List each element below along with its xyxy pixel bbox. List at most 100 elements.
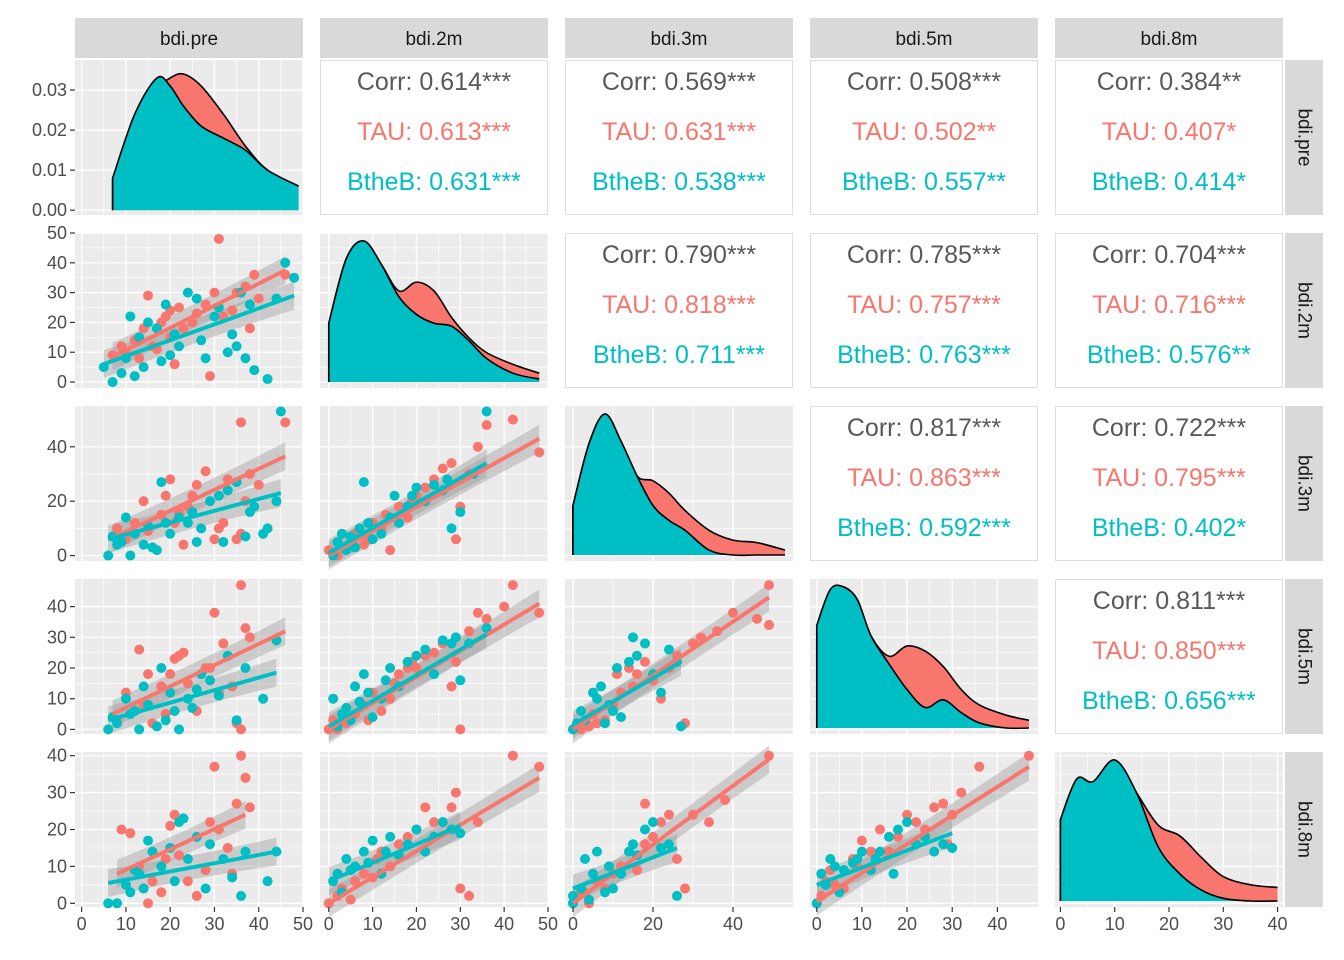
point-TAU xyxy=(437,463,448,474)
point-TAU xyxy=(385,545,396,556)
y-tick-label: 20 xyxy=(47,820,67,840)
point-TAU xyxy=(249,269,260,280)
point-BtheB xyxy=(584,894,594,905)
point-BtheB xyxy=(604,861,614,872)
point-BtheB xyxy=(120,693,131,704)
x-tick-label: 20 xyxy=(643,914,663,934)
point-BtheB xyxy=(182,287,193,298)
point-BtheB xyxy=(222,485,233,496)
point-TAU xyxy=(240,623,251,634)
point-TAU xyxy=(253,479,264,490)
point-BtheB xyxy=(358,477,369,488)
point-TAU xyxy=(236,580,247,591)
point-BtheB xyxy=(231,715,242,726)
point-BtheB xyxy=(608,705,618,716)
y-tick-label: 10 xyxy=(47,342,67,362)
point-BtheB xyxy=(608,883,618,894)
point-TAU xyxy=(956,787,967,798)
point-TAU xyxy=(174,850,185,861)
point-BtheB xyxy=(165,350,176,361)
point-BtheB xyxy=(411,824,422,835)
point-TAU xyxy=(411,663,422,674)
fit-line-TAU xyxy=(327,776,541,906)
corr-tau: TAU: 0.863*** xyxy=(847,464,1001,492)
point-BtheB xyxy=(341,702,352,713)
strip-row-bdi.8m xyxy=(1285,752,1323,907)
point-BtheB xyxy=(358,669,369,680)
density-outline-BtheB xyxy=(111,75,299,187)
corr-tau: TAU: 0.631*** xyxy=(602,118,756,146)
corr-overall: Corr: 0.790*** xyxy=(602,241,757,269)
point-BtheB xyxy=(196,335,207,346)
point-BtheB xyxy=(231,341,242,352)
point-BtheB xyxy=(612,663,622,674)
point-BtheB xyxy=(446,523,457,534)
fit-line-BtheB xyxy=(572,846,678,891)
point-TAU xyxy=(213,233,224,244)
point-BtheB xyxy=(125,311,136,322)
point-BtheB xyxy=(328,693,339,704)
corr-btheb: BtheB: 0.402* xyxy=(1092,514,1247,542)
point-TAU xyxy=(165,669,176,680)
point-BtheB xyxy=(262,876,273,887)
strip-col-bdi.5m xyxy=(810,18,1038,58)
point-TAU xyxy=(134,353,145,364)
point-TAU xyxy=(534,761,545,772)
point-BtheB xyxy=(380,675,391,686)
corr-panel-background xyxy=(565,233,793,388)
point-BtheB xyxy=(103,550,114,561)
point-TAU xyxy=(1023,750,1034,761)
point-BtheB xyxy=(103,724,114,735)
point-TAU xyxy=(534,607,545,618)
point-TAU xyxy=(244,802,255,813)
strip-row-bdi.2m xyxy=(1285,233,1323,388)
x-tick-label: 0 xyxy=(1055,914,1065,934)
y-tick-label: 0.03 xyxy=(32,80,67,100)
strip-label-col: bdi.8m xyxy=(1140,29,1197,50)
point-BtheB xyxy=(120,879,131,890)
point-BtheB xyxy=(103,898,114,909)
x-tick-label: 30 xyxy=(450,914,470,934)
fit-line-BtheB xyxy=(327,632,488,729)
panel-bdi.8m-bdi.pre xyxy=(75,750,304,909)
panel-bdi.5m-bdi.3m xyxy=(565,579,793,744)
y-tick-label: 20 xyxy=(47,312,67,332)
point-BtheB xyxy=(160,299,171,310)
corr-panel-background xyxy=(810,60,1038,215)
point-TAU xyxy=(147,876,158,887)
x-tick-label: 10 xyxy=(116,914,136,934)
point-BtheB xyxy=(420,644,431,655)
point-TAU xyxy=(160,490,171,501)
fit-line-BtheB xyxy=(327,823,462,884)
point-TAU xyxy=(200,865,211,876)
y-tick-label: 20 xyxy=(47,491,67,511)
point-BtheB xyxy=(341,854,352,865)
point-TAU xyxy=(464,890,475,901)
point-TAU xyxy=(455,724,466,735)
point-TAU xyxy=(209,761,220,772)
point-BtheB xyxy=(640,824,650,835)
point-BtheB xyxy=(402,656,413,667)
point-TAU xyxy=(200,466,211,477)
point-BtheB xyxy=(129,371,140,382)
strip-col-bdi.3m xyxy=(565,18,793,58)
point-BtheB xyxy=(160,715,171,726)
corr-tau: TAU: 0.818*** xyxy=(602,291,756,319)
point-TAU xyxy=(112,523,123,534)
point-TAU xyxy=(499,601,510,612)
point-TAU xyxy=(178,323,189,334)
point-TAU xyxy=(420,802,431,813)
x-tick-label: 20 xyxy=(406,914,426,934)
corr-overall: Corr: 0.384** xyxy=(1097,68,1242,96)
strip-col-bdi.8m xyxy=(1055,18,1283,58)
point-TAU xyxy=(720,794,730,805)
fit-line-BtheB xyxy=(103,293,295,367)
point-BtheB xyxy=(825,854,836,865)
point-TAU xyxy=(902,809,913,820)
point-BtheB xyxy=(191,536,202,547)
point-BtheB xyxy=(165,528,176,539)
panel-bdi.8m-bdi.2m xyxy=(320,750,549,918)
point-TAU xyxy=(865,846,876,857)
corr-panel-background xyxy=(1055,406,1283,561)
point-TAU xyxy=(393,839,404,850)
